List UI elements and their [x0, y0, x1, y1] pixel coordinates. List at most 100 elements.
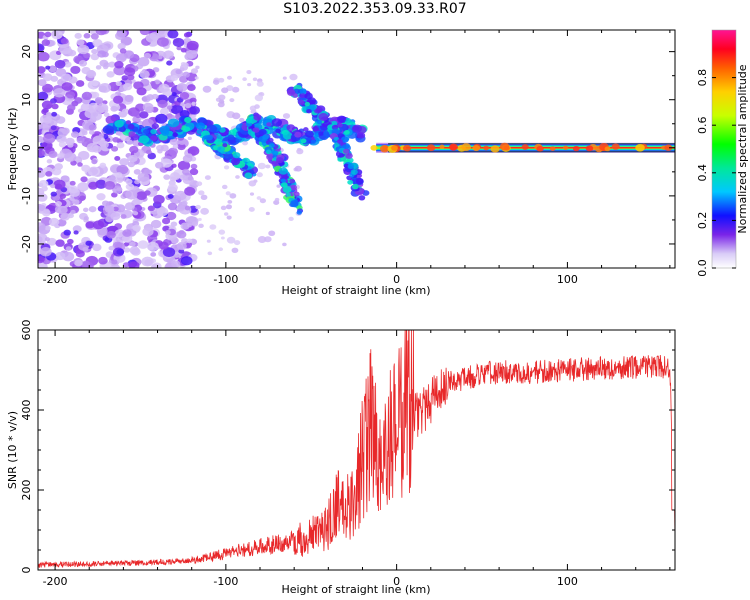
- noise-speck: [92, 220, 105, 230]
- noise-speck: [186, 238, 193, 244]
- noise-speck: [83, 207, 89, 213]
- carrier-hotspot: [604, 146, 611, 152]
- noise-speck: [63, 229, 71, 236]
- noise-speck: [246, 70, 252, 75]
- band-blob: [160, 129, 170, 136]
- noise-speck: [157, 30, 169, 36]
- noise-speck: [231, 112, 241, 120]
- carrier-hotspot: [563, 145, 569, 150]
- carrier-hotspot: [402, 144, 412, 152]
- band-blob: [167, 118, 180, 128]
- noise-speck: [171, 92, 177, 97]
- noise-speck: [176, 242, 187, 251]
- noise-speck: [57, 128, 69, 138]
- carrier-hotspot: [370, 145, 378, 151]
- noise-speck: [75, 80, 85, 87]
- noise-speck: [187, 84, 196, 92]
- noise-speck: [38, 135, 44, 143]
- noise-speck: [170, 237, 179, 244]
- noise-speck: [44, 225, 51, 231]
- noise-speck: [110, 105, 118, 112]
- streak-blob: [278, 167, 288, 175]
- noise-speck: [76, 136, 85, 144]
- noise-speck: [194, 76, 199, 80]
- snr-x-tick-label: -100: [213, 575, 238, 588]
- noise-speck: [48, 65, 57, 73]
- noise-speck: [176, 82, 188, 92]
- streak-blob: [351, 183, 359, 190]
- noise-speck: [45, 65, 51, 70]
- noise-speck: [169, 138, 178, 146]
- noise-speck: [184, 186, 196, 196]
- carrier-hotspot: [461, 143, 472, 152]
- noise-speck: [256, 81, 264, 87]
- noise-speck: [282, 76, 287, 80]
- noise-speck: [254, 104, 260, 109]
- tail-blob: [230, 157, 241, 166]
- noise-speck: [171, 260, 181, 268]
- noise-speck: [167, 202, 178, 211]
- noise-speck: [77, 162, 83, 167]
- snr-y-tick-label: 400: [20, 400, 33, 421]
- noise-speck: [106, 71, 115, 78]
- noise-speck: [98, 82, 112, 93]
- noise-speck: [114, 229, 125, 238]
- noise-speck: [190, 163, 198, 170]
- streak-blob: [280, 178, 286, 183]
- carrier-hotspot: [391, 145, 399, 151]
- noise-speck: [176, 230, 187, 239]
- noise-speck: [74, 259, 83, 267]
- noise-speck: [78, 59, 88, 67]
- noise-speck: [45, 171, 53, 177]
- colorbar-gradient: [712, 30, 736, 268]
- noise-speck: [85, 240, 92, 246]
- noise-speck: [218, 99, 225, 104]
- band-blob: [300, 138, 307, 144]
- band-blob: [196, 122, 206, 130]
- carrier-hotspot: [611, 143, 620, 150]
- noise-speck: [248, 180, 257, 187]
- noise-speck: [80, 176, 88, 183]
- noise-speck: [51, 30, 63, 40]
- noise-speck: [225, 191, 231, 196]
- noise-speck: [88, 130, 95, 135]
- carrier-hotspot: [503, 145, 511, 151]
- noise-speck: [69, 180, 76, 186]
- noise-speck: [218, 77, 225, 83]
- band-blob: [206, 124, 218, 134]
- streak-blob: [290, 200, 299, 207]
- noise-speck: [168, 147, 178, 156]
- noise-speck: [170, 221, 178, 227]
- noise-speck: [167, 30, 179, 39]
- noise-speck: [165, 230, 171, 235]
- noise-speck: [218, 94, 226, 101]
- band-blob: [183, 126, 191, 132]
- noise-speck: [67, 142, 74, 148]
- noise-speck: [182, 168, 190, 176]
- noise-speck: [168, 82, 175, 88]
- noise-speck: [166, 105, 173, 110]
- noise-speck: [189, 168, 199, 176]
- streak-blob: [245, 117, 253, 124]
- noise-speck: [247, 83, 252, 87]
- noise-speck: [102, 200, 110, 207]
- noise-speck: [221, 87, 229, 94]
- noise-speck: [115, 81, 122, 87]
- band-blob: [286, 124, 296, 132]
- noise-speck: [256, 172, 263, 178]
- noise-speck: [259, 198, 267, 204]
- noise-speck: [117, 42, 126, 50]
- noise-speck: [50, 183, 56, 189]
- noise-speck: [44, 237, 51, 242]
- noise-speck: [172, 144, 179, 149]
- noise-speck: [61, 82, 73, 91]
- noise-speck: [157, 149, 163, 154]
- band-blob: [127, 123, 135, 130]
- streak-blob: [316, 119, 322, 125]
- noise-speck: [133, 168, 141, 175]
- spectrogram-heat-layer: [38, 30, 675, 268]
- noise-speck: [79, 195, 86, 201]
- noise-speck: [187, 136, 192, 141]
- snr-x-ticks: -200 -100 0 100: [43, 330, 671, 588]
- noise-speck: [242, 140, 248, 146]
